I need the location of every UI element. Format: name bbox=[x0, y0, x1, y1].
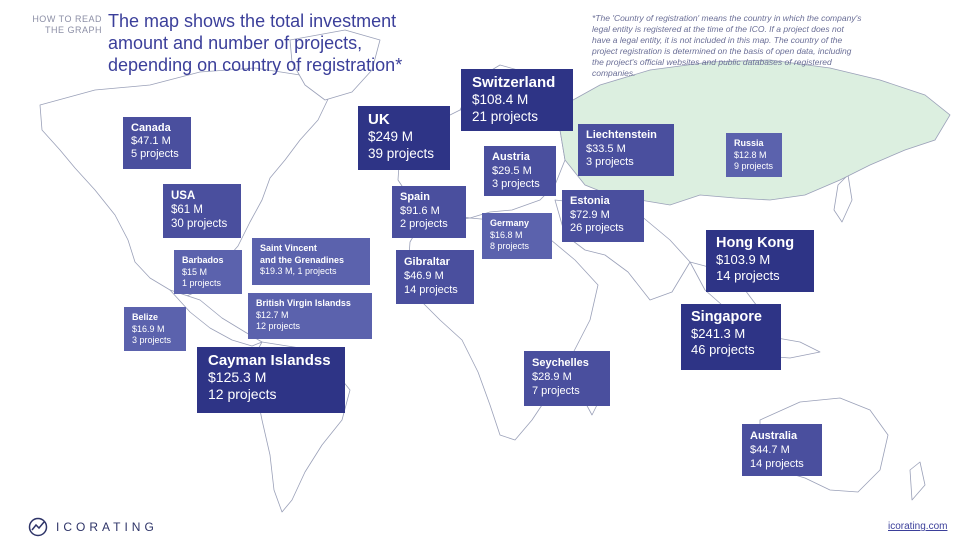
country-projects: 26 projects bbox=[570, 222, 624, 234]
country-name: Gibraltar bbox=[404, 256, 450, 268]
country-name: Seychelles bbox=[532, 357, 589, 369]
country-amount: $91.6 M bbox=[400, 204, 440, 217]
icorating-logo-icon bbox=[28, 517, 48, 537]
country-box-canada: Canada $47.1 M 5 projects bbox=[123, 117, 191, 169]
country-box-gibraltar: Gibraltar $46.9 M 14 projects bbox=[396, 250, 474, 304]
country-box-seychelles: Seychelles $28.9 M 7 projects bbox=[524, 351, 610, 406]
brand-logo: ICORATING bbox=[28, 517, 158, 537]
country-name: USA bbox=[171, 190, 196, 202]
country-projects: 14 projects bbox=[404, 284, 458, 296]
country-box-singapore: Singapore $241.3 M 46 projects bbox=[681, 304, 781, 370]
country-box-usa: USA $61 M 30 projects bbox=[163, 184, 241, 238]
country-projects: 30 projects bbox=[171, 218, 228, 230]
country-projects: 12 projects bbox=[208, 386, 277, 402]
country-name: Austria bbox=[492, 151, 530, 163]
country-box-hong-kong: Hong Kong $103.9 M 14 projects bbox=[706, 230, 814, 292]
country-box-liechtenstein: Liechtenstein $33.5 M 3 projects bbox=[578, 124, 674, 176]
title-line-1: The map shows the total investment bbox=[108, 11, 397, 31]
country-amount: $61 M bbox=[171, 204, 203, 216]
country-projects: 5 projects bbox=[131, 148, 179, 160]
country-name-line-1: Saint Vincent bbox=[260, 243, 317, 253]
country-amount: $33.5 M bbox=[586, 142, 626, 155]
land-greenland bbox=[289, 29, 381, 101]
country-name: Russia bbox=[734, 138, 764, 148]
country-amount: $12.8 M bbox=[734, 149, 767, 160]
country-name: UK bbox=[368, 111, 390, 128]
country-amount: $241.3 M bbox=[691, 325, 746, 341]
how-to-line-1: HOW TO READ bbox=[32, 14, 102, 24]
country-amount: $103.9 M bbox=[716, 251, 771, 267]
country-box-estonia: Estonia $72.9 M 26 projects bbox=[562, 190, 644, 242]
country-name: Spain bbox=[400, 191, 430, 203]
footnote: *The 'Country of registration' means the… bbox=[592, 13, 862, 78]
country-projects: 12 projects bbox=[256, 321, 301, 331]
country-amount: $44.7 M bbox=[750, 444, 790, 456]
country-name: Canada bbox=[131, 122, 171, 134]
country-amount: $249 M bbox=[368, 129, 414, 144]
country-box-barbados: Barbados $15 M 1 projects bbox=[174, 250, 242, 294]
country-projects: 8 projects bbox=[490, 241, 530, 251]
how-to-read-label: HOW TO READ THE GRAPH bbox=[22, 14, 102, 36]
country-amount: $15 M bbox=[182, 266, 208, 277]
country-projects: 21 projects bbox=[472, 109, 539, 124]
country-projects: 1 projects bbox=[182, 278, 222, 288]
country-name: Estonia bbox=[570, 195, 610, 207]
country-amount: $125.3 M bbox=[208, 369, 267, 385]
country-amount-projects: $19.3 M, 1 projects bbox=[260, 266, 337, 276]
country-name-line-2: and the Grenadines bbox=[260, 254, 345, 265]
country-name: Australia bbox=[750, 430, 798, 442]
country-box-australia: Australia $44.7 M 14 projects bbox=[742, 424, 822, 476]
country-amount: $108.4 M bbox=[472, 92, 529, 107]
country-projects: 7 projects bbox=[532, 385, 580, 397]
country-name: Hong Kong bbox=[716, 235, 795, 251]
country-projects: 3 projects bbox=[132, 335, 172, 345]
country-name: Singapore bbox=[691, 309, 762, 325]
country-amount: $16.8 M bbox=[490, 229, 523, 240]
land-central-america bbox=[169, 289, 263, 347]
country-projects: 14 projects bbox=[750, 458, 804, 470]
country-projects: 3 projects bbox=[586, 156, 634, 168]
country-box-cayman: Cayman Islandss $125.3 M 12 projects bbox=[197, 347, 345, 413]
country-projects: 2 projects bbox=[400, 218, 448, 230]
country-box-russia: Russia $12.8 M 9 projects bbox=[726, 133, 782, 177]
title-line-3: depending on country of registration* bbox=[108, 55, 403, 75]
country-amount: $28.9 M bbox=[532, 371, 572, 383]
logo-text: ICORATING bbox=[56, 520, 158, 534]
country-box-switzerland: Switzerland $108.4 M 21 projects bbox=[461, 69, 573, 131]
country-projects: 46 projects bbox=[691, 342, 755, 357]
country-projects: 9 projects bbox=[734, 161, 774, 171]
page-title: The map shows the total investment amoun… bbox=[108, 10, 408, 76]
country-box-belize: Belize $16.9 M 3 projects bbox=[124, 307, 186, 351]
country-projects: 3 projects bbox=[492, 178, 540, 190]
country-amount: $29.5 M bbox=[492, 164, 532, 177]
country-box-bvi: British Virgin Islandss $12.7 M 12 proje… bbox=[248, 293, 372, 339]
country-projects: 39 projects bbox=[368, 146, 435, 161]
country-name: Switzerland bbox=[472, 74, 556, 91]
country-name: British Virgin Islandss bbox=[256, 298, 351, 308]
country-amount: $72.9 M bbox=[570, 208, 610, 221]
country-box-austria: Austria $29.5 M 3 projects bbox=[484, 146, 556, 196]
country-name: Cayman Islandss bbox=[208, 352, 331, 369]
country-box-saint-vincent: Saint Vincent and the Grenadines $19.3 M… bbox=[252, 238, 370, 285]
country-box-uk: UK $249 M 39 projects bbox=[358, 106, 450, 170]
site-link[interactable]: icorating.com bbox=[888, 521, 948, 532]
country-amount: $46.9 M bbox=[404, 270, 444, 282]
country-box-germany: Germany $16.8 M 8 projects bbox=[482, 213, 552, 259]
land-japan bbox=[833, 174, 853, 223]
country-amount: $12.7 M bbox=[256, 309, 289, 320]
country-name: Belize bbox=[132, 312, 159, 322]
country-name: Barbados bbox=[182, 255, 224, 265]
country-name: Liechtenstein bbox=[586, 129, 657, 141]
title-line-2: amount and number of projects, bbox=[108, 33, 363, 53]
country-name: Germany bbox=[490, 218, 530, 228]
country-amount: $47.1 M bbox=[131, 135, 171, 147]
how-to-line-2: THE GRAPH bbox=[44, 25, 102, 35]
country-projects: 14 projects bbox=[716, 268, 780, 283]
land-new-zealand bbox=[909, 461, 926, 501]
country-amount: $16.9 M bbox=[132, 323, 165, 334]
country-box-spain: Spain $91.6 M 2 projects bbox=[392, 186, 466, 238]
